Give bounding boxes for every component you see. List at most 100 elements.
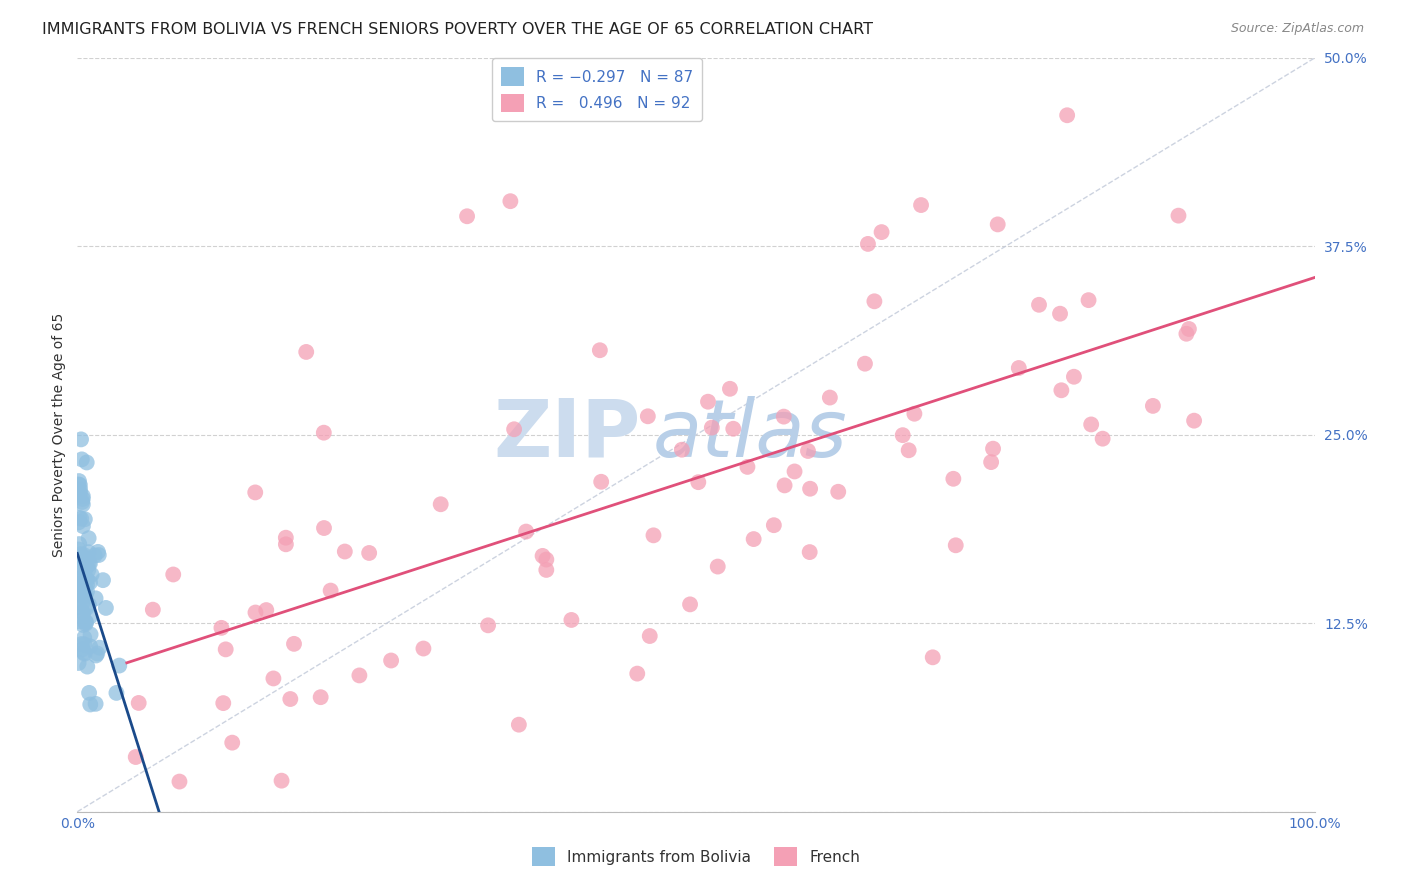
Point xyxy=(76,455,98,469)
Point xyxy=(73,631,96,645)
Point xyxy=(1028,298,1050,312)
Point xyxy=(69,478,91,492)
Point xyxy=(723,422,745,436)
Point xyxy=(1056,108,1078,122)
Point xyxy=(72,489,94,503)
Point xyxy=(1063,369,1085,384)
Point xyxy=(94,601,117,615)
Point xyxy=(456,209,478,223)
Point xyxy=(827,484,849,499)
Point xyxy=(700,420,723,434)
Point xyxy=(254,603,277,617)
Point xyxy=(79,698,101,712)
Point xyxy=(75,615,97,629)
Point xyxy=(77,545,100,559)
Point xyxy=(87,545,110,559)
Y-axis label: Seniors Poverty Over the Age of 65: Seniors Poverty Over the Age of 65 xyxy=(52,313,66,557)
Point xyxy=(278,692,301,706)
Point xyxy=(75,580,97,594)
Point xyxy=(589,343,612,358)
Point xyxy=(245,606,267,620)
Point xyxy=(221,736,243,750)
Point xyxy=(274,537,297,551)
Point xyxy=(76,601,98,615)
Point xyxy=(1167,209,1189,223)
Point xyxy=(67,477,90,491)
Point xyxy=(72,498,94,512)
Point xyxy=(295,345,318,359)
Point xyxy=(870,225,893,239)
Point xyxy=(1049,307,1071,321)
Point xyxy=(70,511,93,525)
Point xyxy=(70,433,93,447)
Point xyxy=(536,563,558,577)
Point xyxy=(72,607,94,621)
Point xyxy=(270,773,292,788)
Point xyxy=(897,443,920,458)
Point xyxy=(69,571,91,585)
Point xyxy=(671,442,693,457)
Point xyxy=(1142,399,1164,413)
Point xyxy=(70,576,93,591)
Point xyxy=(79,557,101,571)
Point xyxy=(245,485,267,500)
Point xyxy=(70,549,93,564)
Point xyxy=(67,600,90,615)
Point xyxy=(70,582,93,596)
Point xyxy=(84,648,107,663)
Point xyxy=(73,637,96,651)
Point xyxy=(799,545,821,559)
Point xyxy=(76,577,98,591)
Point xyxy=(319,583,342,598)
Point xyxy=(77,557,100,571)
Point xyxy=(903,407,925,421)
Point xyxy=(499,194,522,209)
Point xyxy=(508,717,530,731)
Point xyxy=(515,524,537,539)
Point xyxy=(67,542,90,557)
Point xyxy=(69,486,91,500)
Point xyxy=(70,637,93,651)
Point xyxy=(72,618,94,632)
Point xyxy=(942,472,965,486)
Point xyxy=(76,584,98,599)
Point xyxy=(67,474,90,488)
Point xyxy=(215,642,238,657)
Point xyxy=(72,491,94,506)
Point xyxy=(818,391,841,405)
Point xyxy=(1080,417,1102,432)
Point xyxy=(70,556,93,570)
Point xyxy=(737,459,759,474)
Point xyxy=(309,690,332,705)
Point xyxy=(83,549,105,563)
Point xyxy=(477,618,499,632)
Point xyxy=(142,602,165,616)
Point xyxy=(718,382,741,396)
Text: atlas: atlas xyxy=(652,396,848,474)
Point xyxy=(84,591,107,606)
Point xyxy=(1182,414,1205,428)
Point xyxy=(697,394,720,409)
Point xyxy=(75,551,97,566)
Point xyxy=(72,606,94,620)
Point xyxy=(209,621,232,635)
Point xyxy=(312,521,335,535)
Point xyxy=(72,642,94,657)
Point xyxy=(77,598,100,612)
Point xyxy=(79,640,101,654)
Point xyxy=(679,598,702,612)
Point xyxy=(77,686,100,700)
Point xyxy=(70,452,93,467)
Point xyxy=(67,516,90,530)
Point xyxy=(262,672,284,686)
Point xyxy=(73,568,96,582)
Point xyxy=(1077,293,1099,307)
Point xyxy=(73,645,96,659)
Point xyxy=(1178,322,1201,336)
Point xyxy=(80,567,103,582)
Point xyxy=(783,465,806,479)
Point xyxy=(503,422,526,436)
Point xyxy=(162,567,184,582)
Point xyxy=(67,537,90,551)
Point xyxy=(981,442,1004,456)
